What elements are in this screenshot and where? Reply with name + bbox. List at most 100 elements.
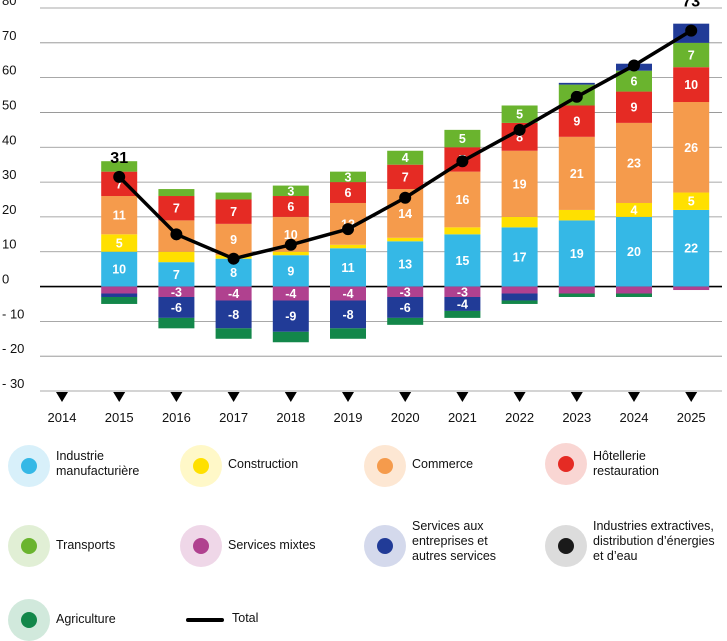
x-axis-marker xyxy=(570,392,583,402)
x-tick-label: 2020 xyxy=(391,410,420,425)
bar-segment xyxy=(616,122,652,203)
legend-label: Industries extractives, distribution d’é… xyxy=(593,519,715,563)
data-label: 7 xyxy=(230,205,237,219)
y-tick-label: - 30 xyxy=(2,376,24,391)
bar-segment xyxy=(501,216,538,228)
legend-label: Construction xyxy=(228,457,299,471)
bar-segment xyxy=(444,234,481,287)
bar-segment xyxy=(272,300,309,332)
x-axis-marker xyxy=(399,392,412,402)
legend-label: Transports xyxy=(56,538,116,552)
bar-segment xyxy=(673,286,710,291)
data-label: -4 xyxy=(285,287,296,301)
x-axis-marker xyxy=(113,392,126,402)
bar-segment xyxy=(101,196,138,235)
bar-segment xyxy=(558,136,595,210)
data-label: 26 xyxy=(684,141,698,155)
bar-segment xyxy=(215,328,252,339)
bar-segment xyxy=(387,241,424,287)
legend-swatch-agriculture xyxy=(8,599,50,641)
bar-segment xyxy=(387,164,424,190)
bar-segment xyxy=(272,286,309,301)
y-tick-label: 40 xyxy=(2,132,16,147)
x-axis-marker xyxy=(56,392,68,402)
bar-segment xyxy=(330,286,366,301)
bar-segment xyxy=(215,192,252,200)
bar-segment xyxy=(616,293,652,297)
legend-swatch-services-mixtes xyxy=(180,525,222,567)
data-label: 7 xyxy=(173,202,180,216)
x-axis-marker xyxy=(685,392,698,402)
bar-segment xyxy=(616,286,652,294)
data-label: -6 xyxy=(171,301,182,315)
legend-swatch-transports xyxy=(8,525,50,567)
bar-segment xyxy=(558,209,595,221)
data-label: 6 xyxy=(345,186,352,200)
bar-segment xyxy=(673,192,710,210)
bar-segment xyxy=(501,293,538,301)
bar-segment xyxy=(387,296,424,318)
bar-segment xyxy=(330,328,366,339)
bar-segment xyxy=(501,105,538,123)
data-label: -4 xyxy=(457,297,468,311)
bar-segment xyxy=(387,237,424,242)
legend-item-total: Total xyxy=(184,599,258,641)
data-label: 6 xyxy=(287,200,294,214)
bar-segment xyxy=(673,42,710,68)
x-tick-label: 2019 xyxy=(334,410,363,425)
data-label: 21 xyxy=(570,167,584,181)
data-label: 17 xyxy=(513,250,527,264)
bar-segment xyxy=(158,196,195,221)
bar-segment xyxy=(501,227,538,287)
total-label: 73 xyxy=(682,0,700,11)
bar-segment xyxy=(158,317,195,329)
legend-item-agriculture: Agriculture xyxy=(8,599,116,641)
bar-segment xyxy=(330,182,366,203)
data-label: 9 xyxy=(631,101,638,115)
bar-segment xyxy=(101,293,138,297)
data-label: 22 xyxy=(684,242,698,256)
x-axis-marker xyxy=(342,392,354,402)
total-label: 31 xyxy=(110,150,128,167)
data-label: 23 xyxy=(627,156,641,170)
x-tick-label: 2016 xyxy=(162,410,191,425)
total-point xyxy=(284,238,297,251)
data-label: 3 xyxy=(345,170,352,184)
bar-segment xyxy=(673,209,710,287)
bar-segment xyxy=(101,161,138,172)
bar-segment xyxy=(444,310,481,318)
legend-item-services-entreprises: Services aux entreprises et autres servi… xyxy=(364,519,496,567)
legend-swatch-construction xyxy=(180,445,222,487)
x-axis-marker xyxy=(284,392,297,402)
total-point xyxy=(513,123,526,136)
x-axis-marker xyxy=(456,392,469,402)
bar-segment xyxy=(272,196,309,217)
total-point xyxy=(570,90,583,103)
data-label: 3 xyxy=(287,184,294,198)
bar-segment xyxy=(158,296,195,318)
data-label: 7 xyxy=(116,177,123,191)
data-label: 5 xyxy=(459,132,466,146)
legend-item-commerce: Commerce xyxy=(364,445,473,487)
bar-segment xyxy=(272,255,309,287)
legend-line-total xyxy=(184,599,226,641)
data-label: -3 xyxy=(457,285,468,299)
bar-segment xyxy=(272,251,309,256)
bar-segment xyxy=(101,234,138,252)
data-label: -8 xyxy=(228,308,239,322)
data-label: 5 xyxy=(116,237,123,251)
total-point xyxy=(685,24,698,37)
y-tick-label: 80 xyxy=(2,0,16,8)
data-label: 9 xyxy=(573,115,580,129)
data-label: 7 xyxy=(402,170,409,184)
x-tick-label: 2014 xyxy=(48,410,77,425)
data-label: 10 xyxy=(112,263,126,277)
bar-segment xyxy=(330,300,366,329)
bar-segment xyxy=(444,227,481,235)
bar-segment xyxy=(444,286,481,297)
legend-swatch-hotellerie xyxy=(545,443,587,485)
bar-segment xyxy=(272,185,309,197)
y-tick-label: 0 xyxy=(2,272,9,287)
